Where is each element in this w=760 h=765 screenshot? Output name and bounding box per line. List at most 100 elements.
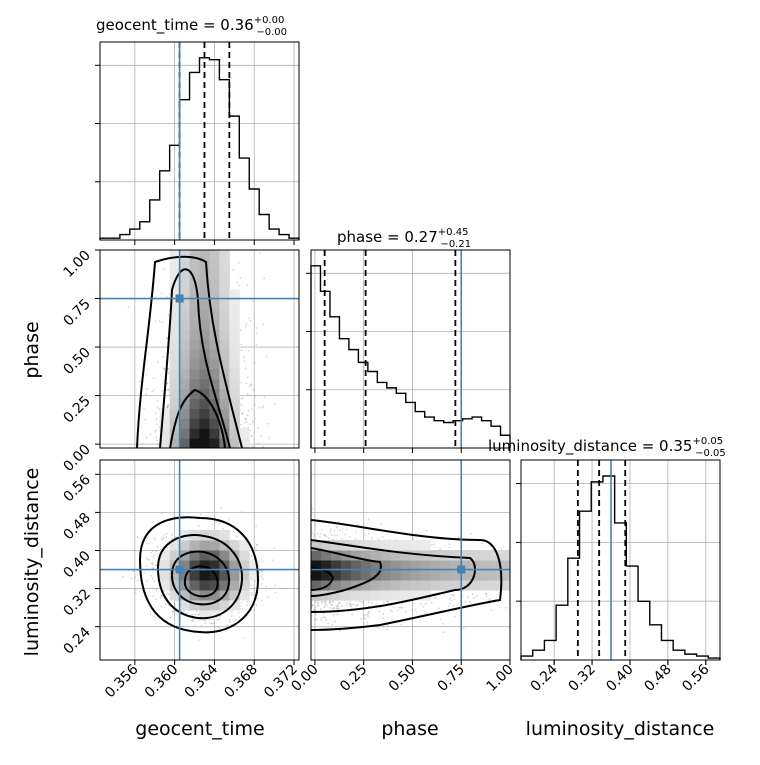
sample-point — [183, 611, 185, 613]
sample-point — [274, 403, 276, 405]
sample-point — [147, 538, 149, 540]
sample-point — [251, 435, 253, 437]
sample-point — [346, 602, 348, 604]
sample-point — [192, 620, 194, 622]
sample-point — [275, 592, 277, 594]
sample-point — [267, 423, 269, 425]
sample-point — [344, 534, 346, 536]
sample-point — [481, 543, 483, 545]
sample-point — [146, 436, 148, 438]
density-cell — [180, 418, 190, 428]
sample-point — [400, 624, 402, 626]
sample-point — [382, 613, 384, 615]
sample-point — [273, 547, 275, 549]
sample-point — [150, 575, 152, 577]
sample-point — [218, 523, 220, 525]
sample-point — [253, 594, 255, 596]
sample-point — [431, 602, 433, 604]
sample-point — [472, 593, 474, 595]
sample-point — [146, 543, 148, 545]
sample-point — [163, 534, 165, 536]
density-cell — [219, 339, 229, 349]
sample-point — [241, 349, 243, 351]
density-cell — [229, 319, 239, 329]
density-cell — [180, 379, 190, 389]
density-cell — [209, 270, 219, 280]
density-cell — [219, 270, 229, 280]
density-cell — [209, 428, 219, 438]
sample-point — [368, 518, 370, 520]
sample-point — [392, 607, 394, 609]
sample-point — [246, 323, 248, 325]
hist-geocent-time — [100, 58, 299, 240]
sample-point — [317, 602, 319, 604]
sample-point — [262, 560, 264, 562]
sample-point — [314, 535, 316, 537]
sample-point — [174, 603, 176, 605]
sample-point — [458, 536, 460, 538]
sample-point — [449, 602, 451, 604]
sample-point — [255, 396, 257, 398]
density-cell — [200, 418, 210, 428]
density-cell — [229, 309, 239, 319]
sample-point — [454, 598, 456, 600]
sample-point — [256, 332, 258, 334]
sample-point — [157, 546, 159, 548]
sample-point — [139, 381, 141, 383]
sample-point — [264, 396, 266, 398]
sample-point — [380, 523, 382, 525]
sample-point — [328, 537, 330, 539]
sample-point — [152, 391, 154, 393]
sample-point — [491, 609, 493, 611]
density-cell — [229, 379, 239, 389]
sample-point — [146, 580, 148, 582]
sample-point — [238, 285, 240, 287]
sample-point — [275, 585, 277, 587]
sample-point — [257, 443, 259, 445]
sample-point — [168, 593, 170, 595]
density-cell — [200, 270, 210, 280]
sample-point — [327, 605, 329, 607]
sample-point — [320, 533, 322, 535]
sample-point — [150, 552, 152, 554]
sample-point — [247, 601, 249, 603]
sample-point — [355, 531, 357, 533]
sample-point — [250, 594, 252, 596]
density-cell — [219, 300, 229, 310]
sample-point — [150, 613, 152, 615]
sample-point — [152, 562, 154, 564]
sample-point — [239, 617, 241, 619]
sample-point — [155, 431, 157, 433]
sample-point — [266, 356, 268, 358]
sample-point — [236, 536, 238, 538]
sample-point — [260, 435, 262, 437]
sample-point — [438, 608, 440, 610]
sample-point — [196, 611, 198, 613]
density-cell — [219, 250, 229, 260]
sample-point — [331, 604, 333, 606]
sample-point — [159, 320, 161, 322]
sample-point — [259, 252, 261, 254]
sample-point — [155, 429, 157, 431]
sample-point — [378, 611, 380, 613]
density-cell — [219, 260, 229, 270]
hist-panel-geocent-time — [95, 42, 299, 245]
sample-point — [262, 405, 264, 407]
density-cell — [219, 319, 229, 329]
density-cell — [180, 359, 190, 369]
sample-point — [171, 534, 173, 536]
density-cell — [190, 428, 200, 438]
sample-point — [153, 389, 155, 391]
sample-point — [162, 356, 164, 358]
sample-point — [361, 618, 363, 620]
sample-point — [161, 390, 163, 392]
sample-point — [390, 609, 392, 611]
sample-point — [467, 596, 469, 598]
sample-point — [240, 424, 242, 426]
density-cell — [200, 428, 210, 438]
sample-point — [157, 361, 159, 363]
sample-point — [250, 584, 252, 586]
density-cell — [200, 438, 210, 448]
sample-point — [252, 446, 254, 448]
sample-point — [331, 624, 333, 626]
